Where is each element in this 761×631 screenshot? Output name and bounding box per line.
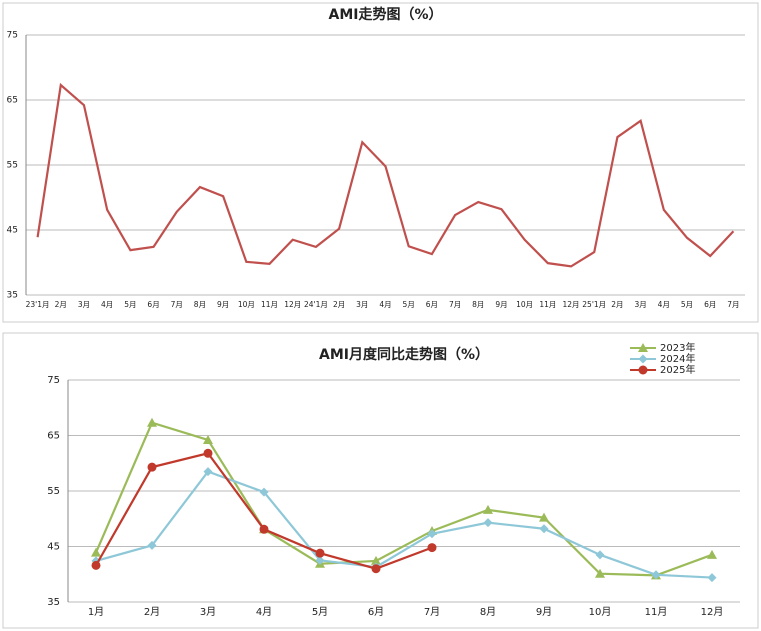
marker xyxy=(91,560,101,570)
marker xyxy=(315,548,325,558)
x-tick-label: 10月 xyxy=(238,300,255,309)
marker xyxy=(147,540,157,550)
series-line xyxy=(94,421,713,577)
x-tick-label: 4月 xyxy=(658,300,670,309)
panel xyxy=(2,332,759,629)
y-tick-label: 55 xyxy=(7,161,18,171)
x-tick-label: 2月 xyxy=(611,300,623,309)
legend-label: 2023年 xyxy=(660,341,695,354)
x-tick-label: 5月 xyxy=(124,300,136,309)
marker xyxy=(427,529,437,539)
y-tick-label: 75 xyxy=(7,31,18,41)
x-tick-label: 6月 xyxy=(368,606,384,618)
x-tick-label: 4月 xyxy=(256,606,272,618)
x-tick-label: 6月 xyxy=(426,300,438,309)
marker xyxy=(91,547,101,557)
x-tick-label: 5月 xyxy=(403,300,415,309)
x-tick-label: 3月 xyxy=(78,300,90,309)
x-tick-label: 11月 xyxy=(539,300,556,309)
marker xyxy=(651,570,661,580)
y-tick-label: 45 xyxy=(47,542,60,553)
marker xyxy=(147,417,157,427)
x-tick-label: 12月 xyxy=(563,300,580,309)
x-tick-label: 9月 xyxy=(536,606,552,618)
x-tick-label: 7月 xyxy=(424,606,440,618)
x-tick-label: 3月 xyxy=(634,300,646,309)
x-tick-label: 9月 xyxy=(495,300,507,309)
x-tick-label: 25'1月 xyxy=(582,300,606,309)
marker xyxy=(638,365,648,375)
x-tick-label: 5月 xyxy=(312,606,328,618)
x-tick-label: 12月 xyxy=(284,300,301,309)
marker xyxy=(315,555,325,565)
y-tick-label: 45 xyxy=(7,226,18,236)
y-tick-label: 55 xyxy=(47,486,60,497)
marker xyxy=(539,524,549,534)
marker xyxy=(707,573,717,583)
marker xyxy=(371,564,381,574)
x-tick-label: 10月 xyxy=(589,606,612,618)
chart-title: AMI走势图（%） xyxy=(328,6,442,23)
x-tick-label: 9月 xyxy=(217,300,229,309)
marker xyxy=(371,555,381,565)
marker xyxy=(638,343,648,352)
marker xyxy=(147,462,157,472)
y-tick-label: 65 xyxy=(47,431,60,442)
x-tick-label: 5月 xyxy=(681,300,693,309)
marker xyxy=(707,549,717,559)
marker xyxy=(259,524,269,534)
x-tick-label: 3月 xyxy=(356,300,368,309)
marker xyxy=(203,467,213,477)
marker xyxy=(483,504,493,514)
x-tick-label: 1月 xyxy=(88,606,104,618)
chart-title: AMI月度同比走势图（%） xyxy=(319,346,489,363)
marker xyxy=(203,448,213,458)
marker xyxy=(638,354,648,364)
marker xyxy=(483,518,493,528)
series-line xyxy=(95,470,713,579)
x-tick-label: 4月 xyxy=(101,300,113,309)
marker xyxy=(427,543,437,553)
marker xyxy=(203,434,213,444)
x-tick-label: 11月 xyxy=(645,606,668,618)
marker xyxy=(595,568,605,578)
x-tick-label: 11月 xyxy=(261,300,278,309)
series-line xyxy=(36,82,735,268)
y-tick-label: 35 xyxy=(7,291,18,301)
legend-label: 2025年 xyxy=(660,363,695,376)
x-tick-label: 24'1月 xyxy=(304,300,328,309)
marker xyxy=(595,550,605,560)
x-tick-label: 6月 xyxy=(704,300,716,309)
x-tick-label: 7月 xyxy=(449,300,461,309)
marker xyxy=(259,487,269,497)
x-tick-label: 8月 xyxy=(480,606,496,618)
x-tick-label: 8月 xyxy=(472,300,484,309)
x-tick-label: 8月 xyxy=(194,300,206,309)
x-tick-label: 2月 xyxy=(55,300,67,309)
x-tick-label: 12月 xyxy=(701,606,724,618)
x-tick-label: 2月 xyxy=(144,606,160,618)
x-tick-label: 4月 xyxy=(379,300,391,309)
legend-label: 2024年 xyxy=(660,352,695,365)
x-tick-label: 7月 xyxy=(171,300,183,309)
x-tick-label: 7月 xyxy=(727,300,739,309)
marker xyxy=(539,512,549,522)
x-tick-label: 23'1月 xyxy=(26,300,50,309)
x-tick-label: 10月 xyxy=(516,300,533,309)
x-tick-label: 3月 xyxy=(200,606,216,618)
y-tick-label: 65 xyxy=(7,96,18,106)
x-tick-label: 6月 xyxy=(147,300,159,309)
y-tick-label: 35 xyxy=(47,597,60,608)
y-tick-label: 75 xyxy=(47,375,60,386)
x-tick-label: 2月 xyxy=(333,300,345,309)
